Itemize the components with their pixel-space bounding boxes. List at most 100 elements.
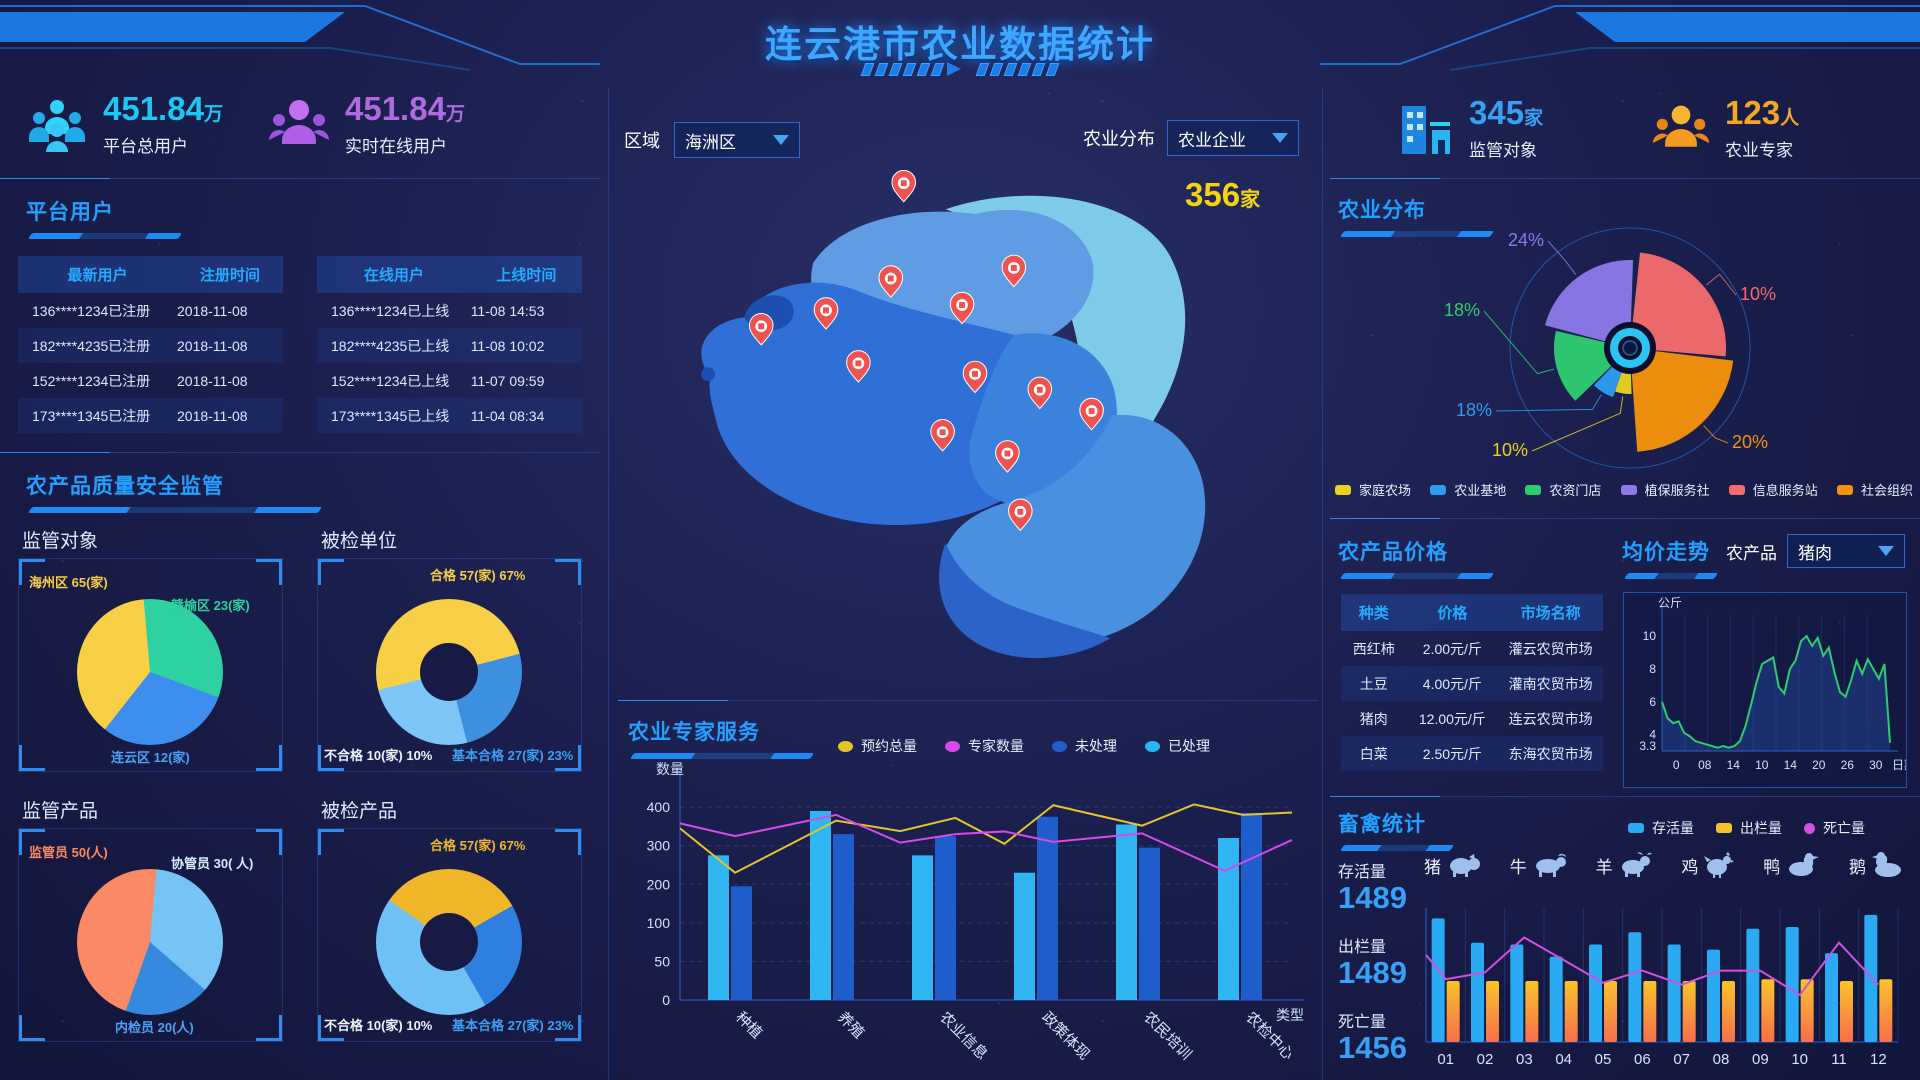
- legend-marker: [1628, 823, 1644, 833]
- panel-divider-left: [608, 88, 609, 1080]
- legend-marker: [1620, 484, 1637, 495]
- section-title-expert-service: 农业专家服务: [628, 721, 760, 744]
- map-pin[interactable]: [995, 440, 1020, 473]
- livestock-legend: 存活量 出栏量 死亡量: [1628, 818, 1865, 838]
- legend-item[interactable]: 信息服务站: [1728, 480, 1818, 499]
- animal-item[interactable]: 鹅: [1849, 852, 1906, 878]
- animal-item[interactable]: 猪: [1424, 852, 1481, 878]
- legend-item[interactable]: 出栏量: [1716, 818, 1782, 838]
- legend-marker: [1052, 740, 1067, 752]
- section-title-prices: 农产品价格: [1338, 541, 1448, 564]
- map-district-south[interactable]: [939, 542, 1111, 659]
- chevron-down-icon: [773, 135, 789, 145]
- legend-item[interactable]: 专家数量: [945, 736, 1024, 756]
- legend-item[interactable]: 未处理: [1052, 736, 1117, 756]
- bar-survive: [1431, 918, 1445, 1042]
- legend-item[interactable]: 已处理: [1145, 736, 1210, 756]
- bar-out: [1761, 979, 1775, 1042]
- bar-done: [912, 855, 933, 1000]
- map-district-northeast-coast[interactable]: [945, 195, 1186, 485]
- product-select[interactable]: 猪肉: [1787, 534, 1905, 568]
- legend-item[interactable]: 死亡量: [1804, 818, 1865, 838]
- map-pin[interactable]: [1001, 254, 1027, 288]
- month-label: 07: [1673, 1051, 1690, 1068]
- legend-label: 出栏量: [1740, 820, 1782, 836]
- card-title: 被检产品: [321, 801, 398, 822]
- legend-item[interactable]: 社会组织: [1836, 480, 1913, 499]
- map-pin[interactable]: [878, 265, 904, 298]
- legend-item[interactable]: 家庭农场: [1335, 480, 1411, 499]
- map-pin[interactable]: [930, 419, 955, 452]
- map-pin[interactable]: [1079, 397, 1104, 431]
- price-table: 种类 价格 市场名称 西红柿 2.00元/斤 灌云农贸市场 土豆 4.00元/斤 灌南农…: [1341, 594, 1603, 771]
- legend-item[interactable]: 农资门店: [1525, 480, 1601, 499]
- right-section-divider: [1330, 796, 1920, 797]
- section-title-trend: 均价走势: [1622, 541, 1710, 564]
- map-pin[interactable]: [748, 313, 774, 346]
- distribution-select[interactable]: 农业企业: [1167, 120, 1299, 156]
- pie-label: 监管员 50(人): [29, 845, 108, 860]
- table-header: 最新用户 注册时间: [18, 256, 283, 293]
- stat-label: 农业专家: [1725, 141, 1793, 160]
- legend-item[interactable]: 存活量: [1628, 818, 1694, 838]
- bar-survive: [1628, 932, 1642, 1042]
- map-pin[interactable]: [962, 360, 988, 394]
- stat-value: 345家: [1469, 94, 1544, 131]
- deco-chevron: [947, 62, 973, 76]
- left-section-divider: [0, 452, 600, 453]
- section-underline: [27, 507, 323, 513]
- region-select[interactable]: 海洲区: [674, 122, 800, 158]
- pie-label: 合格 57(家) 67%: [430, 838, 526, 853]
- y-tick: 50: [654, 953, 670, 969]
- map-pin[interactable]: [846, 350, 871, 383]
- bar-out: [1446, 981, 1460, 1042]
- legend-label: 未处理: [1075, 738, 1117, 754]
- bar-survive: [1746, 928, 1760, 1042]
- donut-hole: [420, 643, 478, 701]
- pin-glyph-mark: [855, 360, 862, 367]
- x-category-label: 种植: [732, 1009, 765, 1042]
- stat-value: 123人: [1725, 94, 1800, 131]
- map-island: [701, 367, 715, 382]
- price-line: [1661, 634, 1891, 749]
- right-section-divider: [1330, 178, 1920, 179]
- pin-glyph-mark: [972, 371, 978, 377]
- series-line-experts: [679, 813, 1293, 872]
- table-row: 173****1345已上线 11-04 08:34: [317, 398, 582, 433]
- bar-survive: [1825, 953, 1838, 1042]
- bar-todo: [1037, 816, 1058, 1000]
- map-pin[interactable]: [1027, 376, 1053, 410]
- col-header: 市场名称: [1520, 605, 1581, 622]
- legend-marker: [945, 740, 960, 752]
- bar-todo: [1139, 847, 1160, 1000]
- pie-label: 合格 57(家) 67%: [430, 568, 526, 583]
- map-district-southeast[interactable]: [941, 414, 1206, 647]
- animal-item[interactable]: 羊: [1596, 852, 1653, 878]
- stat-value: 451.84万: [103, 90, 223, 127]
- chevron-down-icon: [1878, 546, 1894, 556]
- animal-item[interactable]: 牛: [1510, 852, 1567, 878]
- rose-slice: [1630, 348, 1734, 452]
- x-axis-title: 类型: [1276, 1007, 1304, 1023]
- goat-icon: [1621, 852, 1652, 877]
- price-trend-chart: 公斤 10 8 6 43.3 0 08 14 10 14 20 26 30 日期: [1639, 596, 1916, 772]
- label-connector: [1483, 310, 1555, 375]
- section-title-platform-users: 平台用户: [26, 201, 114, 224]
- map-pin[interactable]: [949, 291, 975, 325]
- map-pin[interactable]: [813, 297, 839, 330]
- col-header: 价格: [1437, 605, 1468, 622]
- map-pin[interactable]: [1008, 498, 1033, 532]
- pie-label: 连云区 12(家): [111, 750, 190, 765]
- pin-glyph-mark: [1017, 508, 1024, 515]
- animal-item[interactable]: 鸡: [1681, 852, 1735, 878]
- animal-item[interactable]: 鸭: [1763, 852, 1820, 878]
- map-pin[interactable]: [891, 170, 917, 203]
- title-decoration-strip: [860, 62, 1060, 76]
- stat-value: 451.84万: [345, 90, 465, 127]
- table-row: 182****4235已注册 2018-11-08: [18, 328, 283, 363]
- deco-bar: [902, 62, 917, 76]
- legend-item[interactable]: 植保服务社: [1620, 480, 1710, 499]
- legend-item[interactable]: 预约总量: [838, 736, 917, 756]
- legend-item[interactable]: 农业基地: [1430, 480, 1506, 499]
